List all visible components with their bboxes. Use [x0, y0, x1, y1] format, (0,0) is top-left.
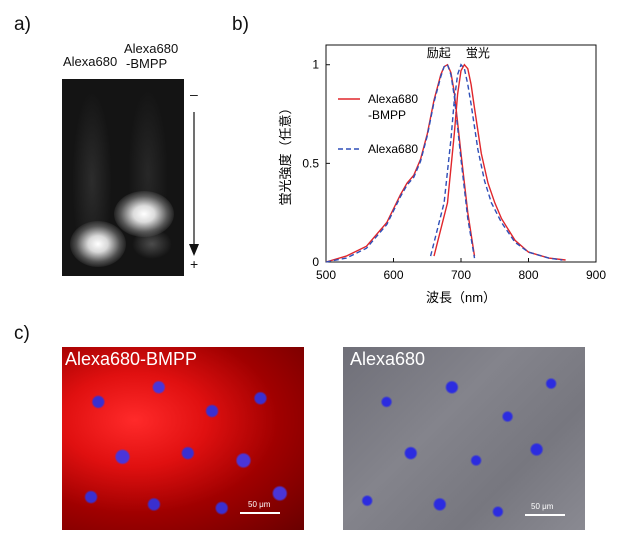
y-tick-label: 0 [312, 255, 319, 269]
panel-c-label: c) [14, 323, 30, 344]
legend: Alexa680 -BMPP Alexa680 [338, 92, 418, 156]
legend-label-alexa680: Alexa680 [368, 142, 418, 156]
nuclei-overlay-right [343, 347, 585, 530]
series-line-2 [433, 63, 566, 261]
y-tick-label: 1 [312, 58, 319, 72]
panel-a-label: a) [14, 14, 31, 35]
x-axis-label: 波長（nm） [426, 290, 496, 305]
annotation-emission: 蛍光 [466, 46, 490, 60]
x-tick-label: 800 [518, 268, 538, 282]
annotation-excitation: 励起 [427, 46, 451, 60]
micrograph-label-bmpp: Alexa680-BMPP [65, 349, 198, 369]
legend-label-bmpp-line1: Alexa680 [368, 92, 418, 106]
y-tick-label: 0.5 [302, 156, 319, 170]
legend-label-bmpp-line2: -BMPP [368, 108, 406, 122]
scale-text-left: 50 μm [248, 500, 271, 509]
scale-text-right: 50 μm [531, 502, 554, 511]
x-tick-label: 500 [316, 268, 336, 282]
x-tick-label: 600 [383, 268, 403, 282]
lane-label-alexa680-bmpp-line1: Alexa680 [124, 41, 179, 56]
y-axis-label: 蛍光強度（任意） [278, 101, 293, 205]
lane-label-alexa680-bmpp-line2: -BMPP [126, 56, 168, 71]
scale-bar-left [240, 512, 280, 514]
x-tick-label: 900 [586, 268, 606, 282]
minus-sign: – [190, 86, 198, 102]
band-faint [132, 229, 172, 259]
series-line-3 [429, 63, 563, 261]
migration-arrow-icon [189, 112, 199, 256]
lane-label-alexa680: Alexa680 [63, 54, 118, 69]
nuclei-overlay-left [62, 347, 304, 530]
x-tick-label: 700 [451, 268, 471, 282]
micrograph-label-alexa680: Alexa680 [350, 349, 426, 369]
scale-bar-right [525, 514, 565, 516]
panel-b-label: b) [232, 14, 249, 35]
band-alexa680 [70, 221, 126, 267]
series-line-1 [325, 63, 476, 263]
plus-sign: + [190, 256, 199, 272]
series-line-0 [325, 63, 476, 263]
gel-image [62, 79, 184, 276]
micrograph-alexa680: Alexa680 50 μm [343, 347, 585, 530]
micrograph-alexa680-bmpp: Alexa680-BMPP 50 μm [62, 347, 304, 530]
